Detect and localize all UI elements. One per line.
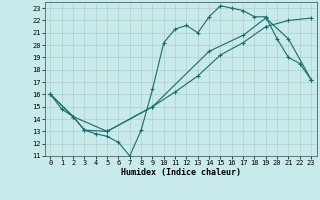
X-axis label: Humidex (Indice chaleur): Humidex (Indice chaleur) [121, 168, 241, 177]
